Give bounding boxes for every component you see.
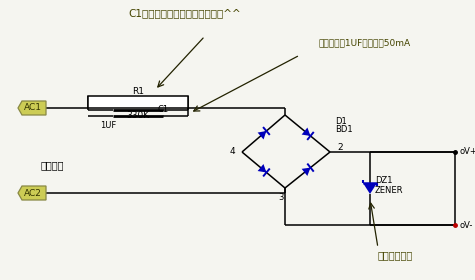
- Text: C1的放电电阻，对安全很重要哦^^: C1的放电电阻，对安全很重要哦^^: [129, 8, 241, 18]
- Polygon shape: [18, 101, 46, 115]
- Text: 2: 2: [337, 143, 343, 151]
- Text: AC2: AC2: [24, 188, 42, 197]
- Polygon shape: [302, 128, 311, 136]
- Text: 3: 3: [278, 193, 284, 202]
- Text: R1: R1: [132, 87, 144, 95]
- Text: BD1: BD1: [335, 125, 352, 134]
- Text: oV+: oV+: [460, 148, 475, 157]
- Text: 市电输入: 市电输入: [40, 160, 64, 170]
- Polygon shape: [257, 131, 266, 139]
- Text: 1UF: 1UF: [100, 120, 116, 129]
- Bar: [88, 96, 188, 108]
- Polygon shape: [18, 186, 46, 200]
- Text: C1: C1: [158, 104, 169, 113]
- Text: ZENER: ZENER: [375, 186, 403, 195]
- Polygon shape: [302, 168, 311, 176]
- Polygon shape: [363, 183, 377, 194]
- Text: DZ1: DZ1: [375, 176, 392, 185]
- Text: 没有它太危险: 没有它太危险: [377, 250, 413, 260]
- Text: oV-: oV-: [460, 221, 474, 230]
- Polygon shape: [257, 164, 266, 172]
- Text: 330K: 330K: [126, 111, 150, 120]
- Text: 4: 4: [229, 148, 235, 157]
- Text: AC1: AC1: [24, 104, 42, 113]
- Text: D1: D1: [335, 116, 347, 125]
- Text: 经验公式，1UF输出电流50mA: 经验公式，1UF输出电流50mA: [319, 39, 411, 48]
